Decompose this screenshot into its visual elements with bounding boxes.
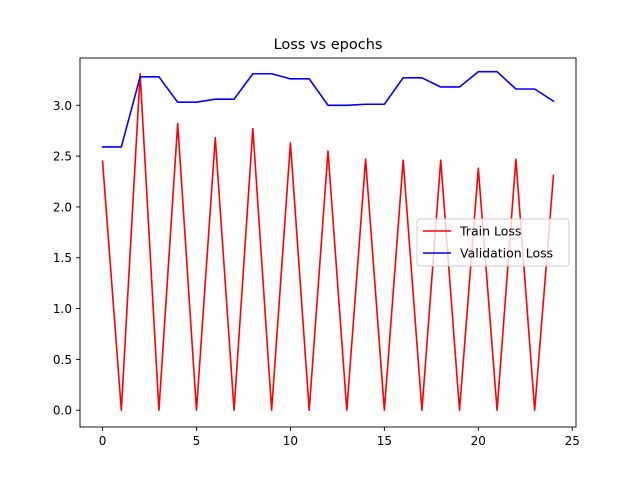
series-line-train-loss — [101, 72, 555, 412]
y-tick-label: 1.0 — [53, 302, 72, 316]
y-tick-label: 0.5 — [53, 353, 72, 367]
x-tick-label: 15 — [377, 434, 392, 448]
series-line-validation-loss — [101, 70, 555, 148]
legend-label-validation-loss: Validation Loss — [460, 246, 553, 261]
legend: Train Loss Validation Loss — [416, 218, 570, 267]
chart-title: Loss vs epochs — [274, 37, 383, 53]
y-tick-label: 2.0 — [53, 200, 72, 214]
legend-box — [416, 218, 570, 267]
plot-frame — [79, 57, 577, 428]
y-tick-label: 1.5 — [53, 251, 72, 265]
x-tick-label: 10 — [283, 434, 298, 448]
y-tick-label: 3.0 — [53, 99, 72, 113]
axes-layer: 0 5 10 15 20 25 0.0 0.5 1.0 1.5 2.0 2.5 3.0 — [53, 57, 580, 448]
x-tick-label: 25 — [565, 434, 580, 448]
x-tick-label: 5 — [193, 434, 201, 448]
legend-label-train-loss: Train Loss — [459, 224, 521, 239]
x-tick-label: 0 — [99, 434, 107, 448]
x-tick-label: 20 — [471, 434, 486, 448]
series-layer — [101, 70, 555, 412]
y-tick-label: 0.0 — [53, 404, 72, 418]
y-tick-label: 2.5 — [53, 150, 72, 164]
